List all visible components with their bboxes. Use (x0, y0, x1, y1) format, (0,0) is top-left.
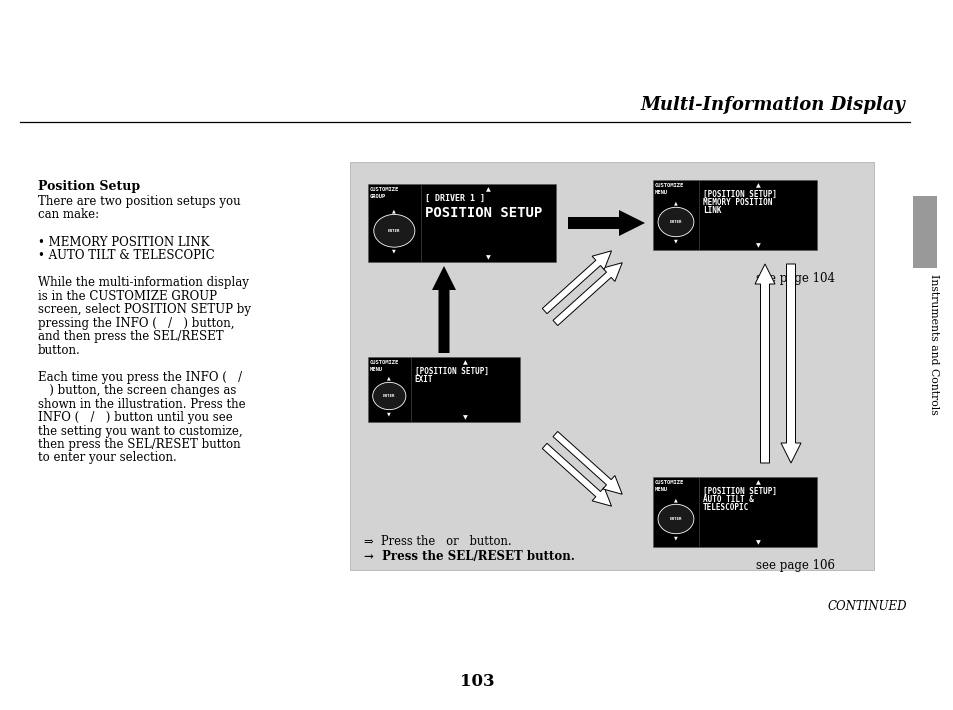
Polygon shape (567, 210, 644, 236)
Polygon shape (541, 251, 611, 314)
Text: INFO (   /   ) button until you see: INFO ( / ) button until you see (38, 411, 233, 424)
Bar (652, 477, 816, 547)
Text: ▲: ▲ (387, 376, 391, 381)
Bar (912, 196, 936, 268)
Text: the setting you want to customize,: the setting you want to customize, (38, 425, 242, 437)
Text: [POSITION SETUP]: [POSITION SETUP] (415, 367, 488, 376)
Text: MENU: MENU (370, 367, 382, 372)
Bar (368, 184, 556, 262)
Text: then press the SEL/RESET button: then press the SEL/RESET button (38, 438, 240, 451)
Text: [POSITION SETUP]: [POSITION SETUP] (702, 487, 776, 496)
Text: ENTER: ENTER (669, 517, 681, 521)
Text: Each time you press the INFO (   /: Each time you press the INFO ( / (38, 371, 242, 383)
Text: ENTER: ENTER (382, 394, 395, 398)
Text: Instruments and Controls: Instruments and Controls (928, 273, 938, 415)
Text: ▼: ▼ (392, 248, 395, 253)
Text: 103: 103 (459, 674, 494, 691)
Polygon shape (553, 432, 621, 494)
Text: Multi-Information Display: Multi-Information Display (639, 96, 904, 114)
Bar (652, 180, 816, 250)
Text: see page 104: see page 104 (755, 272, 834, 285)
Ellipse shape (373, 383, 405, 410)
Text: There are two position setups you: There are two position setups you (38, 195, 240, 208)
Text: ▲: ▲ (485, 187, 490, 192)
Text: Position Setup: Position Setup (38, 180, 140, 193)
Text: ▲: ▲ (462, 360, 467, 365)
Text: CUSTOMIZE: CUSTOMIZE (655, 480, 683, 485)
Text: EXIT: EXIT (415, 375, 433, 384)
Text: AUTO TILT &: AUTO TILT & (702, 495, 753, 504)
Text: ENTER: ENTER (388, 229, 400, 233)
Text: pressing the INFO (   /   ) button,: pressing the INFO ( / ) button, (38, 317, 234, 329)
Text: ▼: ▼ (755, 540, 760, 545)
Text: and then press the SEL/RESET: and then press the SEL/RESET (38, 330, 223, 343)
Text: CUSTOMIZE: CUSTOMIZE (655, 183, 683, 188)
Text: CUSTOMIZE: CUSTOMIZE (370, 360, 399, 365)
Text: ▼: ▼ (387, 411, 391, 416)
Text: POSITION SETUP: POSITION SETUP (424, 206, 541, 220)
Text: ⇒  Press the   or   button.: ⇒ Press the or button. (364, 535, 511, 548)
Text: ▲: ▲ (755, 480, 760, 485)
Text: GROUP: GROUP (370, 194, 386, 199)
Ellipse shape (374, 214, 415, 247)
Text: ▼: ▼ (755, 243, 760, 248)
Text: LINK: LINK (702, 206, 720, 215)
Text: ▼: ▼ (674, 238, 678, 244)
Polygon shape (754, 264, 774, 463)
Polygon shape (781, 264, 801, 463)
Polygon shape (432, 266, 456, 353)
Text: [POSITION SETUP]: [POSITION SETUP] (702, 190, 776, 199)
Text: button.: button. (38, 344, 81, 356)
Text: [ DRIVER 1 ]: [ DRIVER 1 ] (424, 194, 484, 203)
Text: ▲: ▲ (392, 208, 395, 213)
Text: CONTINUED: CONTINUED (826, 601, 905, 613)
Bar (368, 357, 519, 422)
Text: see page 106: see page 106 (755, 559, 834, 572)
Text: shown in the illustration. Press the: shown in the illustration. Press the (38, 398, 245, 410)
Ellipse shape (658, 504, 693, 534)
Text: screen, select POSITION SETUP by: screen, select POSITION SETUP by (38, 303, 251, 316)
Text: ▲: ▲ (755, 183, 760, 188)
Polygon shape (553, 263, 621, 326)
Bar (350, 162, 873, 570)
Text: MENU: MENU (655, 487, 667, 492)
Text: ▲: ▲ (674, 201, 678, 206)
Text: ▼: ▼ (462, 415, 467, 420)
Text: to enter your selection.: to enter your selection. (38, 452, 176, 464)
Text: MEMORY POSITION: MEMORY POSITION (702, 198, 772, 207)
Text: ▼: ▼ (674, 535, 678, 540)
Text: • MEMORY POSITION LINK: • MEMORY POSITION LINK (38, 236, 210, 248)
Text: →  Press the SEL/RESET button.: → Press the SEL/RESET button. (364, 550, 575, 563)
Text: While the multi-information display: While the multi-information display (38, 276, 249, 289)
Text: is in the CUSTOMIZE GROUP: is in the CUSTOMIZE GROUP (38, 290, 216, 302)
Text: can make:: can make: (38, 209, 99, 222)
Text: TELESCOPIC: TELESCOPIC (702, 503, 748, 512)
Text: CUSTOMIZE: CUSTOMIZE (370, 187, 399, 192)
Polygon shape (541, 443, 611, 506)
Ellipse shape (658, 207, 693, 236)
Text: ▲: ▲ (674, 498, 678, 503)
Text: MENU: MENU (655, 190, 667, 195)
Text: • AUTO TILT & TELESCOPIC: • AUTO TILT & TELESCOPIC (38, 249, 214, 262)
Text: ENTER: ENTER (669, 220, 681, 224)
Text: ▼: ▼ (485, 255, 490, 260)
Text: ) button, the screen changes as: ) button, the screen changes as (38, 384, 236, 397)
